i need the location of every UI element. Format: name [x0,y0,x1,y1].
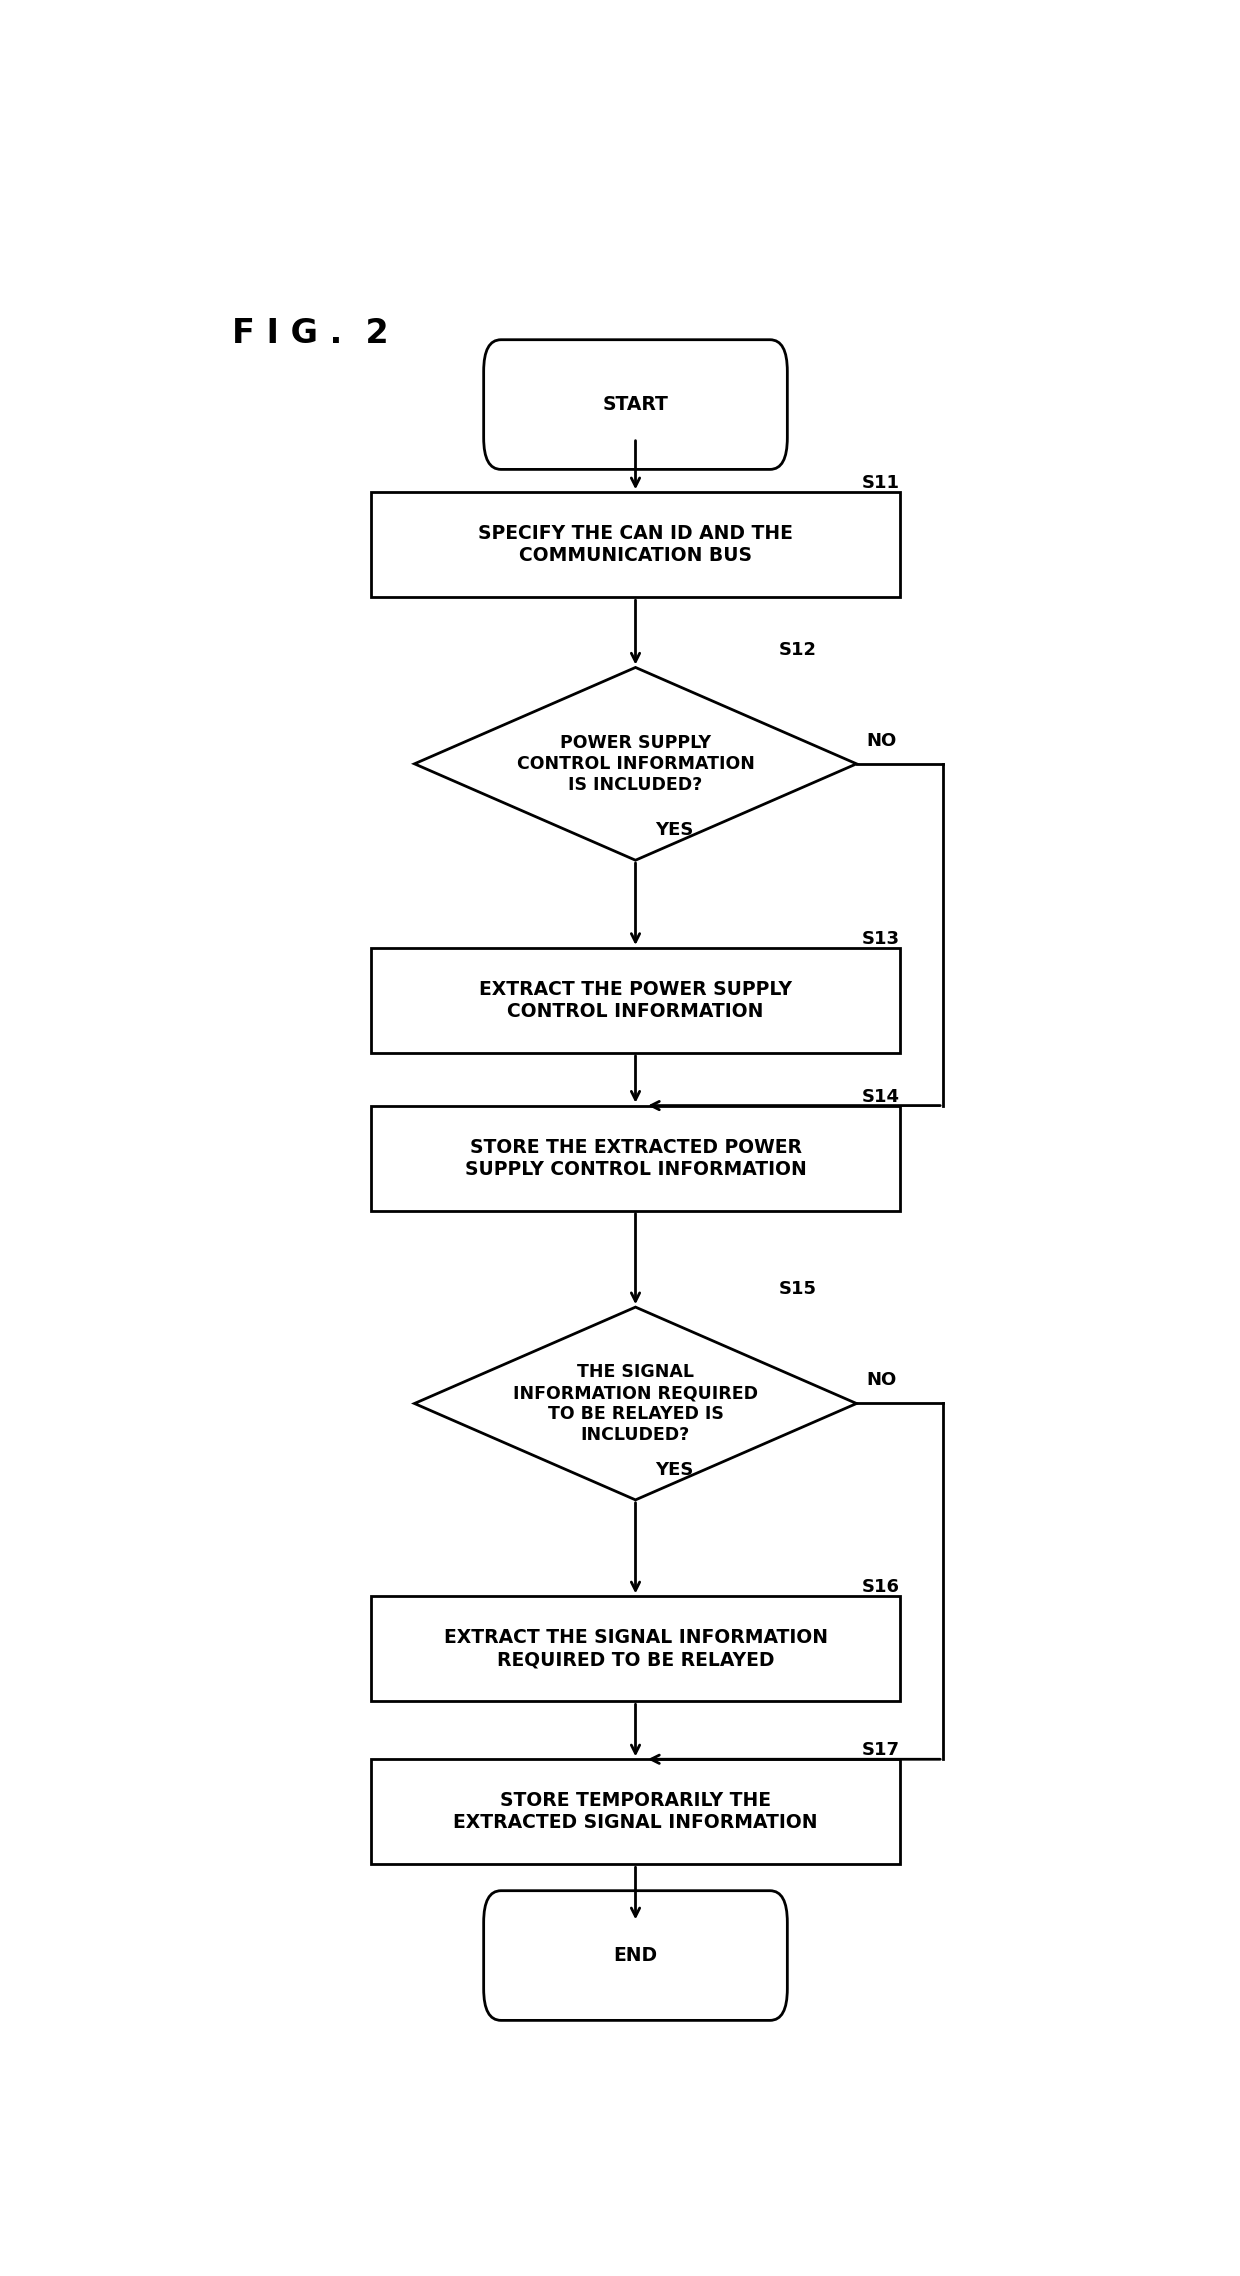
Text: S11: S11 [862,473,900,492]
Text: EXTRACT THE POWER SUPPLY
CONTROL INFORMATION: EXTRACT THE POWER SUPPLY CONTROL INFORMA… [479,981,792,1022]
Text: S15: S15 [779,1281,817,1297]
Bar [371,492,900,596]
Text: THE SIGNAL
INFORMATION REQUIRED
TO BE RELAYED IS
INCLUDED?: THE SIGNAL INFORMATION REQUIRED TO BE RE… [513,1363,758,1443]
Text: NO: NO [866,1372,897,1388]
Text: YES: YES [655,1461,693,1479]
Polygon shape [414,1306,857,1500]
Text: STORE TEMPORARILY THE
EXTRACTED SIGNAL INFORMATION: STORE TEMPORARILY THE EXTRACTED SIGNAL I… [454,1791,817,1832]
Text: EXTRACT THE SIGNAL INFORMATION
REQUIRED TO BE RELAYED: EXTRACT THE SIGNAL INFORMATION REQUIRED … [444,1627,827,1668]
Text: S16: S16 [862,1577,900,1595]
Text: S13: S13 [862,931,900,947]
Text: SPECIFY THE CAN ID AND THE
COMMUNICATION BUS: SPECIFY THE CAN ID AND THE COMMUNICATION… [479,523,792,564]
Bar [371,947,900,1054]
Text: START: START [603,396,668,414]
Text: S14: S14 [862,1088,900,1106]
Text: F I G .  2: F I G . 2 [232,316,388,351]
Text: END: END [614,1946,657,1964]
Bar [371,1106,900,1211]
FancyBboxPatch shape [484,339,787,469]
Text: S17: S17 [862,1741,900,1759]
Bar [371,1759,900,1864]
Text: S12: S12 [779,640,817,658]
FancyBboxPatch shape [484,1891,787,2021]
Text: STORE THE EXTRACTED POWER
SUPPLY CONTROL INFORMATION: STORE THE EXTRACTED POWER SUPPLY CONTROL… [465,1138,806,1179]
Text: YES: YES [655,822,693,840]
Text: NO: NO [866,733,897,749]
Text: POWER SUPPLY
CONTROL INFORMATION
IS INCLUDED?: POWER SUPPLY CONTROL INFORMATION IS INCL… [517,735,754,794]
Bar [371,1595,900,1702]
Polygon shape [414,667,857,860]
